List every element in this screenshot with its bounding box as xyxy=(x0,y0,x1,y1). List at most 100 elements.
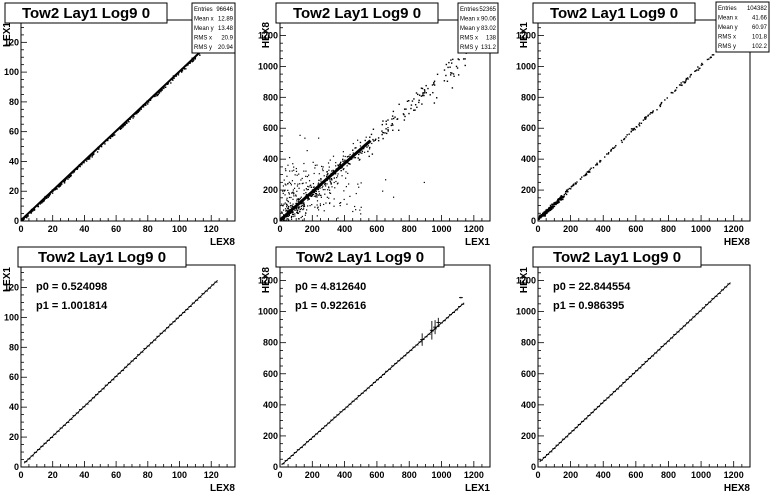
scatter-point xyxy=(58,186,60,188)
scatter-point xyxy=(354,157,357,159)
scatter-point xyxy=(316,196,318,198)
scatter-point xyxy=(647,115,649,117)
scatter-point xyxy=(299,134,301,136)
scatter-point xyxy=(293,187,296,189)
scatter-point xyxy=(47,196,49,199)
scatter-point xyxy=(432,91,434,94)
scatter-point xyxy=(291,180,294,182)
scatter-point xyxy=(392,117,395,120)
scatter-point xyxy=(652,110,654,112)
scatter-point xyxy=(443,69,446,71)
scatter-point xyxy=(291,192,293,194)
stats-box xyxy=(457,2,499,54)
scatter-point xyxy=(299,206,301,208)
scatter-point xyxy=(297,229,298,230)
scatter-point xyxy=(328,166,330,168)
scatter-point xyxy=(309,205,311,207)
scatter-point xyxy=(586,171,589,173)
scatter-point xyxy=(674,90,676,92)
scatter-point xyxy=(316,193,318,196)
stats-value: 83.02 xyxy=(481,26,497,32)
scatter-point xyxy=(333,205,335,207)
stats-label: Entries xyxy=(194,7,213,13)
scatter-point xyxy=(304,214,306,216)
scatter-point xyxy=(451,72,453,74)
scatter-point xyxy=(297,212,300,214)
scatter-point xyxy=(545,209,550,212)
scatter-point xyxy=(316,194,318,196)
y-tick-label: 400 xyxy=(521,154,536,164)
scatter-point xyxy=(632,128,635,131)
scatter-point xyxy=(322,189,324,191)
y-axis-label: HEX1 xyxy=(519,267,530,294)
scatter-point xyxy=(385,132,388,135)
scatter-point xyxy=(296,198,298,200)
scatter-point xyxy=(109,137,112,140)
scatter-point xyxy=(67,178,69,180)
scatter-point xyxy=(403,113,405,116)
scatter-point xyxy=(282,190,284,192)
scatter-point xyxy=(595,164,597,166)
scatter-point xyxy=(292,211,294,213)
scatter-point xyxy=(347,172,349,174)
scatter-point xyxy=(21,222,22,223)
scatter-point xyxy=(327,162,330,164)
scatter-point xyxy=(394,116,396,118)
x-tick-label: 800 xyxy=(661,470,676,480)
scatter-point xyxy=(283,224,284,225)
scatter-point xyxy=(292,191,294,193)
stats-label: Entries xyxy=(718,6,737,12)
x-tick-label: 400 xyxy=(337,470,352,480)
stats-value: 138 xyxy=(486,36,497,42)
y-axis-label: HEX8 xyxy=(261,267,272,294)
scatter-point xyxy=(301,183,303,185)
scatter-point xyxy=(287,207,289,210)
x-tick-label: 40 xyxy=(79,224,89,234)
y-tick-label: 1000 xyxy=(516,307,536,317)
scatter-point xyxy=(177,74,180,76)
scatter-point xyxy=(173,77,175,80)
scatter-point xyxy=(391,122,393,125)
scatter-point xyxy=(37,205,40,208)
scatter-point xyxy=(290,215,293,218)
scatter-point xyxy=(322,185,324,187)
scatter-point xyxy=(626,134,628,136)
scatter-point xyxy=(342,160,344,162)
scatter-point xyxy=(156,94,159,97)
scatter-point xyxy=(298,187,300,189)
scatter-point xyxy=(620,139,623,142)
scatter-point xyxy=(339,162,341,165)
x-tick-label: 1000 xyxy=(691,224,711,234)
scatter-point xyxy=(644,116,646,119)
y-tick-label: 600 xyxy=(263,123,278,133)
scatter-point xyxy=(385,128,387,130)
scatter-point xyxy=(638,122,641,124)
scatter-point xyxy=(286,204,288,207)
scatter-point xyxy=(323,210,325,212)
scatter-point xyxy=(448,61,450,64)
scatter-point xyxy=(306,209,308,211)
scatter-point xyxy=(392,129,394,131)
y-tick-label: 800 xyxy=(521,338,536,348)
scatter-point xyxy=(295,207,297,209)
scatter-point xyxy=(319,204,322,207)
scatter-point xyxy=(381,123,383,126)
stats-value: 41.66 xyxy=(752,16,768,22)
scatter-point xyxy=(382,131,385,134)
scatter-point xyxy=(303,170,305,172)
y-tick-label: 1200 xyxy=(516,276,536,286)
x-tick-label: 60 xyxy=(111,470,121,480)
scatter-point xyxy=(282,218,285,220)
scatter-point xyxy=(452,58,454,61)
plot-data-area xyxy=(23,280,218,464)
y-axis-label: LEX1 xyxy=(2,22,13,47)
scatter-point xyxy=(359,152,361,154)
x-tick-label: 600 xyxy=(628,470,643,480)
scatter-point xyxy=(331,179,333,181)
scatter-point xyxy=(402,113,405,115)
scatter-point xyxy=(48,195,50,197)
scatter-point xyxy=(451,87,454,89)
scatter-point xyxy=(301,177,303,180)
x-tick-label: 1200 xyxy=(724,470,744,480)
scatter-point xyxy=(122,126,124,128)
